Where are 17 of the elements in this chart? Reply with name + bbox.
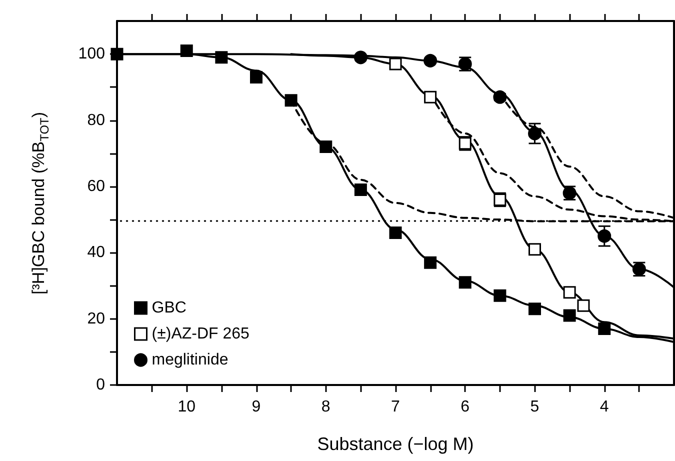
x-tick-label: 10	[178, 398, 196, 416]
x-tick-label: 8	[321, 398, 330, 416]
x-axis-title: Substance (−log M)	[317, 434, 474, 454]
x-tick-label: 6	[460, 398, 470, 416]
x-tick-label: 4	[600, 398, 609, 416]
y-tick-label: 80	[87, 112, 106, 129]
x-tick-label: 9	[252, 398, 261, 416]
legend-label: (±)AZ-DF 265	[152, 326, 250, 342]
legend-label: GBC	[152, 300, 186, 316]
x-tick-label: 5	[530, 398, 540, 416]
y-tick-label: 0	[96, 376, 106, 394]
x-tick-label: 7	[391, 398, 400, 416]
y-tick-label: 40	[87, 244, 106, 262]
y-tick-label: 100	[78, 46, 106, 63]
y-tick-label: 20	[87, 310, 106, 328]
y-tick-label: 60	[87, 178, 106, 195]
legend-label: meglitinide	[152, 352, 228, 368]
